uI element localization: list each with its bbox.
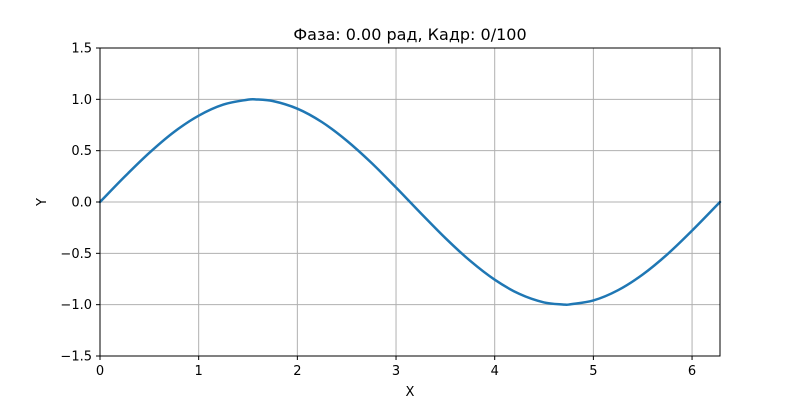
y-tick-label: −0.5 (60, 247, 92, 262)
x-axis: 0 1 2 3 4 5 6 (96, 356, 696, 379)
series-line (98, 98, 722, 306)
x-tick-label: 3 (392, 364, 400, 379)
x-axis-label: X (406, 385, 415, 400)
x-tick-label: 4 (491, 364, 499, 379)
series-layer (98, 98, 722, 306)
y-tick-label: −1.5 (60, 350, 92, 365)
y-tick-label: 0.0 (71, 196, 92, 211)
y-axis-label: Y (35, 198, 50, 207)
y-tick-label: −1.0 (60, 298, 92, 313)
chart-title: Фаза: 0.00 рад, Кадр: 0/100 (293, 25, 526, 44)
x-tick-label: 5 (589, 364, 597, 379)
x-tick-label: 1 (195, 364, 203, 379)
x-tick-label: 0 (96, 364, 104, 379)
y-tick-label: 1.0 (71, 93, 92, 108)
y-axis: −1.5 −1.0 −0.5 0.0 0.5 1.0 1.5 (60, 42, 100, 365)
x-tick-label: 6 (688, 364, 696, 379)
x-tick-label: 2 (293, 364, 301, 379)
y-tick-label: 0.5 (71, 144, 92, 159)
y-tick-label: 1.5 (71, 42, 92, 57)
